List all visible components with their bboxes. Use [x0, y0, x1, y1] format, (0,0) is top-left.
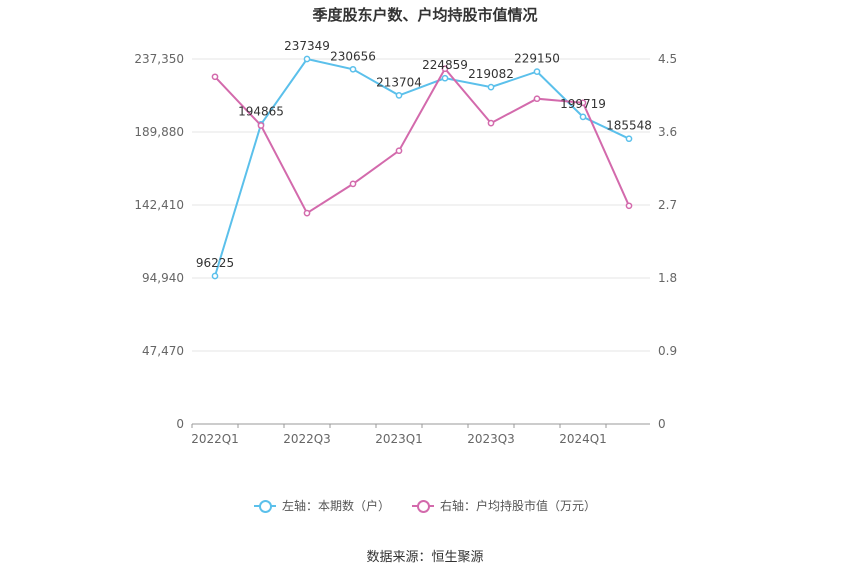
- y-left-tick-label: 94,940: [142, 271, 184, 285]
- data-label: 237349: [284, 39, 330, 53]
- y-left-tick-label: 189,880: [134, 125, 184, 139]
- data-point-right: [533, 95, 541, 103]
- data-point-left: [487, 83, 495, 91]
- data-point-right: [349, 180, 357, 188]
- data-label: 194865: [238, 104, 284, 118]
- data-point-right: [487, 119, 495, 127]
- x-tick-label: 2023Q3: [467, 432, 515, 446]
- legend-right-swatch-icon: [412, 499, 434, 513]
- y-right-tick-label: 0: [658, 417, 666, 431]
- data-label: 224859: [422, 58, 468, 72]
- data-point-right: [441, 65, 449, 73]
- legend-item-right[interactable]: 右轴：户均持股市值（万元）: [412, 497, 596, 514]
- data-label: 230656: [330, 49, 376, 63]
- data-label: 199719: [560, 97, 606, 111]
- data-label: 213704: [376, 75, 422, 89]
- x-tick-label: 2023Q1: [375, 432, 423, 446]
- legend: 左轴：本期数（户） 右轴：户均持股市值（万元）: [0, 497, 850, 514]
- chart-title: 季度股东户数、户均持股市值情况: [312, 6, 538, 24]
- legend-left-label: 左轴：本期数（户）: [281, 499, 390, 513]
- data-point-left: [211, 272, 219, 280]
- y-right-tick-label: 3.6: [658, 125, 677, 139]
- data-point-right: [211, 73, 219, 81]
- grid-lines: [192, 58, 650, 352]
- data-source: 数据来源：恒生聚源: [366, 550, 484, 565]
- data-label: 229150: [514, 52, 560, 66]
- data-point-left: [625, 135, 633, 143]
- y-left-tick-label: 0: [176, 417, 184, 431]
- series-line-left: [214, 57, 630, 277]
- y-right-tick-label: 0.9: [658, 344, 677, 358]
- legend-left-swatch-icon: [253, 499, 276, 513]
- legend-right-label: 右轴：户均持股市值（万元）: [440, 499, 597, 513]
- series: [211, 55, 633, 280]
- data-label: 185548: [606, 119, 652, 133]
- y-left-tick-label: 142,410: [134, 198, 184, 212]
- data-point-right: [395, 147, 403, 155]
- data-point-left: [395, 92, 403, 99]
- x-tick-label: 2024Q1: [559, 432, 607, 446]
- data-point-left: [441, 74, 449, 82]
- series-line-right: [214, 66, 630, 215]
- legend-item-left[interactable]: 左轴：本期数（户）: [253, 497, 390, 514]
- y-right-tick-label: 1.8: [658, 271, 677, 285]
- data-point-left: [349, 65, 357, 73]
- data-point-left: [303, 55, 311, 63]
- data-label: 96225: [196, 256, 234, 270]
- y-left-tick-label: 47,470: [142, 344, 184, 358]
- x-tick-label: 2022Q1: [191, 432, 239, 446]
- data-point-right: [579, 99, 587, 107]
- data-point-right: [257, 122, 265, 129]
- axes: 0 47,470 94,940 142,410 189,880 237,350 0 0.9 1.…: [134, 52, 677, 446]
- x-tick-label: 2022Q3: [283, 432, 331, 446]
- y-right-tick-label: 2.7: [658, 198, 677, 212]
- data-label: 219082: [468, 67, 514, 81]
- y-left-tick-label: 237,350: [134, 52, 184, 66]
- y-right-tick-label: 4.5: [658, 52, 677, 66]
- data-point-right: [625, 202, 633, 210]
- data-point-left: [533, 68, 541, 75]
- data-labels: 96225 194865 23734923065621370422485921908…: [196, 39, 652, 270]
- data-point-left: [579, 113, 587, 121]
- data-point-right: [303, 209, 311, 217]
